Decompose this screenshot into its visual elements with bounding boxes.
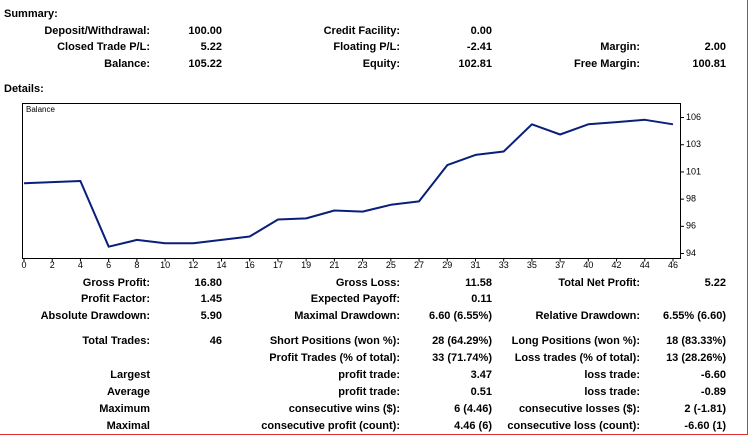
x-tick-label: 23 — [358, 260, 368, 270]
x-tick-label: 25 — [386, 260, 396, 270]
x-tick-label: 19 — [301, 260, 311, 270]
field-label: consecutive loss (count): — [507, 420, 640, 432]
y-tick-label: 98 — [686, 194, 696, 204]
field-value: 0.11 — [471, 293, 492, 305]
section-title: Summary: — [4, 8, 58, 20]
field-value: -0.89 — [701, 386, 726, 398]
field-label: profit trade: — [338, 369, 400, 381]
x-tick-label: 46 — [668, 260, 678, 270]
field-label: consecutive profit (count): — [261, 420, 400, 432]
field-value: 100.00 — [188, 25, 222, 37]
x-tick-label: 44 — [640, 260, 650, 270]
field-value: 2.00 — [705, 41, 726, 53]
field-label: Relative Drawdown: — [535, 310, 640, 322]
field-label: Maximal Drawdown: — [294, 310, 400, 322]
field-value: 1.45 — [201, 293, 222, 305]
chart-frame — [22, 103, 681, 259]
field-label: profit trade: — [338, 386, 400, 398]
field-label: Free Margin: — [574, 58, 640, 70]
field-value: 4.46 (6) — [454, 420, 492, 432]
field-value: 13 (28.26%) — [666, 352, 726, 364]
x-tick-label: 31 — [470, 260, 480, 270]
field-value: 0.00 — [471, 25, 492, 37]
field-value: 28 (64.29%) — [432, 335, 492, 347]
field-label: Gross Loss: — [336, 277, 400, 289]
field-value: 3.47 — [471, 369, 492, 381]
field-value: 2 (-1.81) — [684, 403, 726, 415]
field-label: Long Positions (won %): — [512, 335, 640, 347]
x-tick-label: 4 — [78, 260, 83, 270]
field-value: 0.51 — [471, 386, 492, 398]
field-value: 46 — [210, 335, 222, 347]
field-label: Deposit/Withdrawal: — [44, 25, 150, 37]
field-label: Total Net Profit: — [558, 277, 640, 289]
field-label: loss trade: — [584, 386, 640, 398]
x-tick-label: 42 — [612, 260, 622, 270]
x-tick-label: 29 — [442, 260, 452, 270]
x-tick-label: 2 — [50, 260, 55, 270]
field-value: -6.60 — [701, 369, 726, 381]
field-value: 6.55% (6.60) — [663, 310, 726, 322]
field-label: Absolute Drawdown: — [41, 310, 150, 322]
field-label: consecutive wins ($): — [289, 403, 400, 415]
field-value: 5.90 — [201, 310, 222, 322]
x-tick-label: 21 — [329, 260, 339, 270]
y-tick-label: 101 — [686, 166, 701, 176]
field-label: Expected Payoff: — [311, 293, 400, 305]
field-label: consecutive losses ($): — [519, 403, 640, 415]
x-tick-label: 14 — [217, 260, 227, 270]
field-label: Profit Factor: — [81, 293, 150, 305]
x-tick-label: 16 — [245, 260, 255, 270]
y-tick-label: 96 — [686, 221, 696, 231]
x-tick-label: 0 — [21, 260, 26, 270]
x-tick-label: 6 — [106, 260, 111, 270]
field-label: Gross Profit: — [83, 277, 150, 289]
y-tick-label: 106 — [686, 112, 701, 122]
x-tick-label: 40 — [583, 260, 593, 270]
field-label: Equity: — [363, 58, 400, 70]
field-label: Loss trades (% of total): — [515, 352, 640, 364]
field-label: loss trade: — [584, 369, 640, 381]
field-value: 33 (71.74%) — [432, 352, 492, 364]
x-tick-label: 12 — [188, 260, 198, 270]
field-value: 105.22 — [188, 58, 222, 70]
field-label: Balance: — [104, 58, 150, 70]
field-value: -6.60 (1) — [684, 420, 726, 432]
field-label: Closed Trade P/L: — [57, 41, 150, 53]
y-tick-label: 103 — [686, 139, 701, 149]
field-value: 6.60 (6.55%) — [429, 310, 492, 322]
field-label: Largest — [110, 369, 150, 381]
x-tick-label: 35 — [527, 260, 537, 270]
x-tick-label: 27 — [414, 260, 424, 270]
section-title: Details: — [4, 83, 44, 95]
field-label: Margin: — [600, 41, 640, 53]
balance-line — [23, 118, 674, 248]
field-label: Maximum — [99, 403, 150, 415]
field-value: 5.22 — [705, 277, 726, 289]
field-value: 16.80 — [194, 277, 222, 289]
x-tick-label: 10 — [160, 260, 170, 270]
field-label: Credit Facility: — [324, 25, 400, 37]
field-label: Total Trades: — [82, 335, 150, 347]
field-value: 11.58 — [465, 277, 492, 289]
field-value: 100.81 — [692, 58, 726, 70]
chart-title: Balance — [26, 105, 55, 114]
field-value: -2.41 — [467, 41, 492, 53]
field-value: 5.22 — [201, 41, 222, 53]
x-tick-label: 17 — [273, 260, 283, 270]
x-tick-label: 8 — [134, 260, 139, 270]
y-tick-label: 94 — [686, 248, 696, 258]
field-label: Maximal — [107, 420, 150, 432]
field-label: Short Positions (won %): — [270, 335, 400, 347]
field-label: Average — [107, 386, 150, 398]
x-tick-label: 37 — [555, 260, 565, 270]
field-value: 102.81 — [458, 58, 492, 70]
x-tick-label: 33 — [499, 260, 509, 270]
field-value: 18 (83.33%) — [666, 335, 726, 347]
field-value: 6 (4.46) — [454, 403, 492, 415]
field-label: Profit Trades (% of total): — [269, 352, 400, 364]
field-label: Floating P/L: — [333, 41, 400, 53]
